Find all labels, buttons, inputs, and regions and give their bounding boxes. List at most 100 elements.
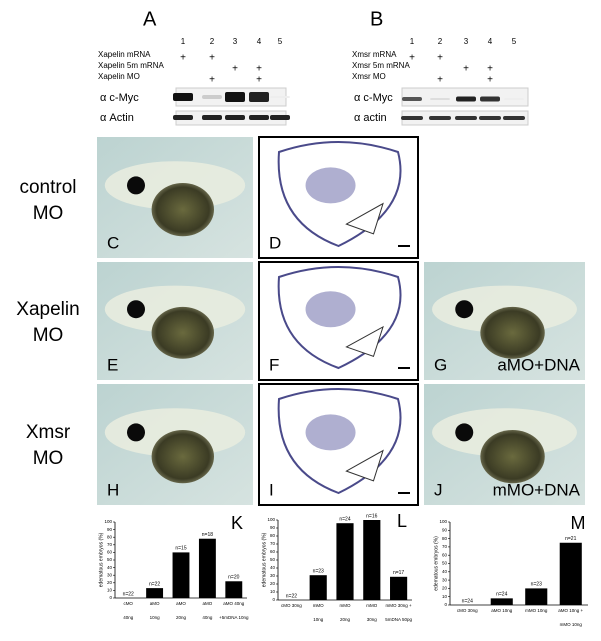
x-tick-label: cMO 30ng: [457, 608, 478, 613]
band: [429, 116, 451, 120]
y-tick-label: 90: [270, 525, 276, 530]
embryo-eye: [127, 176, 145, 195]
n-label: n=20: [228, 575, 239, 581]
row-label: MO: [33, 203, 64, 224]
band: [249, 92, 269, 102]
y-tick-label: 0: [444, 602, 447, 607]
y-tick-label: 50: [442, 561, 448, 566]
section-outline: [277, 388, 402, 495]
x-tick-label: mMO: [313, 603, 324, 608]
y-tick-label: 0: [109, 595, 112, 600]
row-label: Xapelin 5m mRNA: [98, 61, 164, 70]
n-label: n=21: [565, 536, 576, 542]
band: [270, 115, 290, 120]
y-tick-label: 0: [272, 597, 275, 602]
y-tick-label: 20: [107, 580, 113, 585]
n-label: n=24: [339, 517, 350, 523]
row-label: Xmsr: [26, 422, 71, 443]
y-tick-label: 30: [107, 572, 113, 577]
n-label: n=23: [313, 569, 324, 575]
plus-sign: +: [437, 75, 443, 86]
tissue: [305, 414, 356, 451]
x-tick-label: 20ng: [176, 615, 187, 620]
plus-sign: +: [209, 75, 215, 86]
n-label: n=18: [202, 532, 213, 538]
embryo-eye: [127, 300, 145, 319]
x-tick-label: cMO 30ng: [281, 603, 302, 608]
y-axis-label: edematous embryos (%): [98, 532, 104, 587]
bar: [390, 576, 408, 600]
panel-letter: J: [434, 480, 443, 499]
panel-letter: D: [269, 233, 281, 252]
embryo-eye: [455, 423, 474, 442]
panel-letter: I: [269, 480, 274, 499]
plus-sign: +: [209, 53, 215, 64]
lane-number: 3: [233, 37, 238, 46]
lane-number: 4: [488, 37, 493, 46]
x-tick-label: mMO 10ng: [560, 622, 583, 627]
arrowhead: [345, 325, 384, 358]
plus-sign: +: [437, 53, 443, 64]
tissue: [305, 167, 356, 204]
tissue: [305, 291, 356, 328]
row-label: Xapelin MO: [98, 72, 140, 81]
band: [503, 116, 525, 120]
plus-sign: +: [487, 75, 493, 86]
row-label: MO: [33, 448, 64, 469]
y-tick-label: 20: [270, 581, 276, 586]
y-tick-label: 60: [270, 549, 276, 554]
x-tick-label: aMO 40ng: [223, 601, 245, 606]
panel-letter: B: [370, 8, 383, 30]
band: [455, 116, 477, 120]
bar: [172, 552, 190, 598]
y-tick-label: 90: [442, 527, 448, 532]
panel-letter: K: [231, 513, 243, 533]
n-label: n=22: [123, 591, 134, 597]
x-tick-label: 20ng: [340, 617, 351, 622]
x-tick-label: mMO: [340, 603, 351, 608]
n-label: n=22: [286, 593, 297, 599]
y-axis-label: edematous embryos (%): [261, 532, 267, 587]
x-tick-label: cMO: [123, 601, 133, 606]
plus-sign: +: [487, 64, 493, 75]
panel-caption: mMO+DNA: [493, 480, 581, 499]
x-tick-label: aMO 10ng: [491, 608, 513, 613]
y-tick-label: 30: [270, 573, 276, 578]
x-tick-label: +5mDNA 10ng: [219, 615, 249, 620]
plus-sign: +: [409, 53, 415, 64]
bar: [490, 598, 513, 605]
row-label: MO: [33, 325, 64, 346]
n-label: n=15: [175, 546, 186, 552]
plus-sign: +: [256, 75, 262, 86]
n-label: n=17: [393, 570, 404, 576]
embryo-eye: [455, 300, 474, 319]
section-outline: [277, 141, 402, 248]
arrowhead: [345, 202, 384, 235]
band: [270, 96, 290, 98]
x-tick-label: aMO: [203, 601, 213, 606]
band: [202, 95, 222, 99]
y-tick-label: 70: [442, 544, 448, 549]
y-tick-label: 80: [107, 534, 113, 539]
row-label: Xapelin mRNA: [98, 50, 151, 59]
row-label: Xmsr mRNA: [352, 50, 397, 59]
y-tick-label: 60: [442, 552, 448, 557]
y-tick-label: 10: [107, 588, 113, 593]
bar: [559, 542, 582, 605]
embryo-yolk: [151, 306, 214, 359]
plus-sign: +: [463, 64, 469, 75]
x-tick-label: aMO 10ng +: [558, 608, 583, 613]
y-tick-label: 80: [442, 536, 448, 541]
x-tick-label: 5mDNA 50pg: [385, 617, 412, 622]
x-tick-label: aMO: [176, 601, 186, 606]
band: [480, 96, 500, 102]
plus-sign: +: [232, 64, 238, 75]
x-tick-label: mMO: [366, 603, 377, 608]
panel-letter: A: [143, 8, 157, 30]
y-tick-label: 10: [270, 589, 276, 594]
band: [401, 116, 423, 120]
embryo-eye: [127, 423, 145, 442]
x-tick-label: 40ng: [123, 615, 134, 620]
y-tick-label: 60: [107, 550, 113, 555]
panel-letter: E: [107, 355, 118, 374]
